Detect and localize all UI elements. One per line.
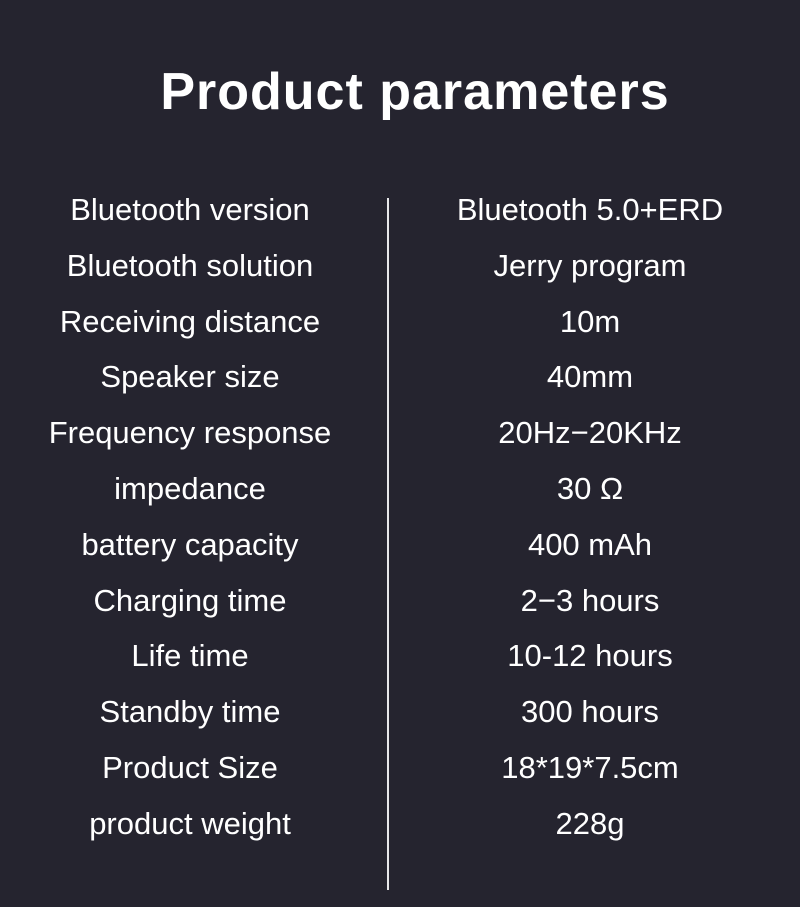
parameter-value: Jerry program [493, 247, 687, 283]
parameter-label: Charging time [93, 582, 287, 618]
parameter-row: Speaker size 40mm [0, 349, 800, 405]
parameter-label: Standby time [99, 694, 281, 730]
parameter-label: product weight [89, 805, 291, 841]
column-divider [387, 198, 389, 890]
parameter-row: Standby time 300 hours [0, 684, 800, 740]
parameter-value: Bluetooth 5.0+ERD [456, 192, 724, 227]
parameter-label: Bluetooth solution [66, 247, 314, 283]
parameter-value: 30 Ω [556, 471, 624, 506]
parameter-row: Bluetooth version Bluetooth 5.0+ERD [0, 182, 800, 238]
parameter-label: battery capacity [81, 526, 299, 562]
parameter-row: Charging time 2−3 hours [0, 573, 800, 629]
parameter-value: 400 mAh [527, 526, 653, 562]
parameter-value: 20Hz−20KHz [498, 415, 682, 451]
parameter-value: 300 hours [521, 694, 659, 730]
parameter-value: 10-12 hours [507, 638, 673, 674]
parameter-row: Life time 10-12 hours [0, 628, 800, 684]
parameter-label: Product Size [102, 750, 278, 785]
parameter-label: Speaker size [100, 359, 280, 395]
parameter-value: 2−3 hours [520, 582, 660, 618]
parameter-label: Receiving distance [59, 303, 321, 339]
parameter-row: impedance 30 Ω [0, 461, 800, 517]
parameter-value: 228g [555, 805, 625, 841]
parameter-label: Bluetooth version [70, 192, 310, 227]
parameter-value: 10m [559, 303, 621, 339]
parameter-value: 40mm [546, 359, 634, 395]
parameter-label: impedance [114, 471, 266, 506]
parameter-row: Frequency response 20Hz−20KHz [0, 405, 800, 461]
parameter-row: Receiving distance 10m [0, 294, 800, 350]
parameter-row: battery capacity 400 mAh [0, 517, 800, 573]
parameter-value: 18*19*7.5cm [501, 750, 679, 785]
parameter-row: product weight 228g [0, 796, 800, 852]
parameter-row: Product Size 18*19*7.5cm [0, 740, 800, 796]
page-title: Product parameters [160, 63, 670, 121]
parameter-label: Frequency response [48, 415, 332, 451]
parameter-row: Bluetooth solution Jerry program [0, 238, 800, 294]
parameter-label: Life time [131, 638, 249, 674]
